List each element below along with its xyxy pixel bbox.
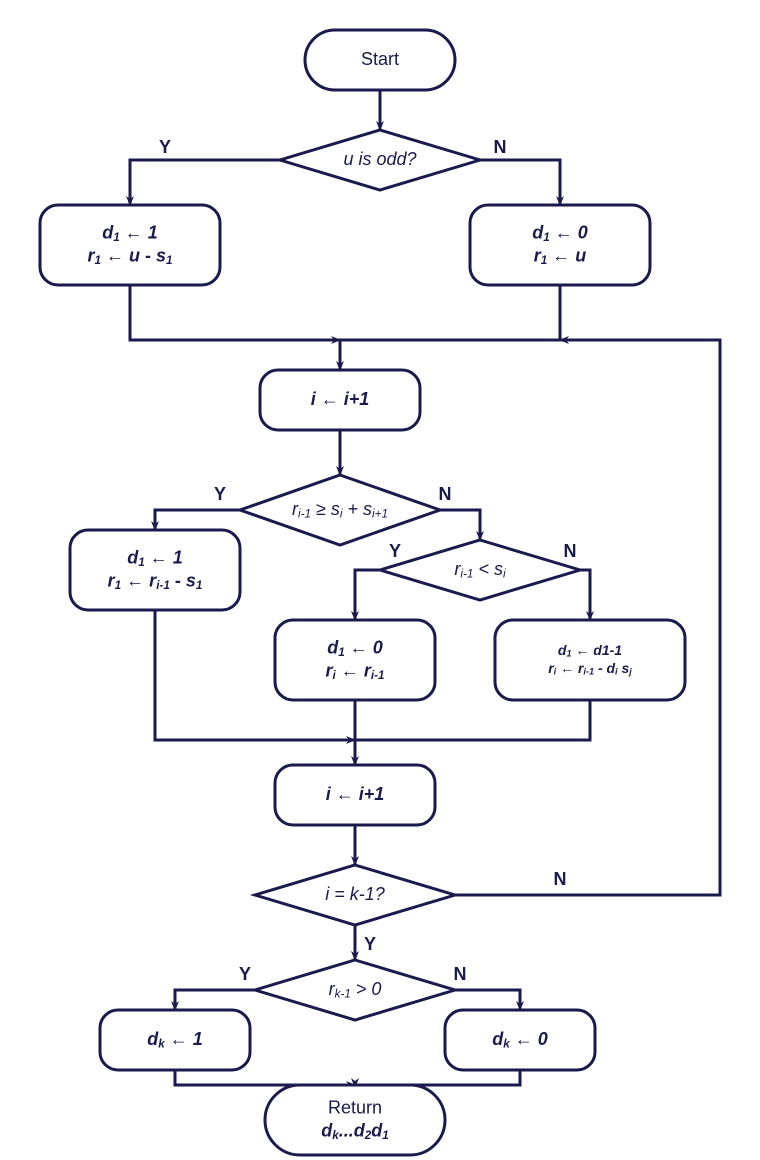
- edge-label-d1-b1y: Y: [159, 137, 171, 157]
- flowchart-diagram: Startu is odd?d1 ← 1r1 ← u - s1d1 ← 0r1 …: [0, 0, 760, 1160]
- edge-label-d3-b3n: N: [564, 541, 577, 561]
- node-text-start-0: Start: [361, 49, 399, 69]
- node-text-b5n-0: dk ← 0: [492, 1029, 548, 1051]
- edge-d5-b5n: [455, 990, 520, 1010]
- edge-label-d5-b5n: N: [454, 964, 467, 984]
- edge-d2-b2y: [155, 510, 240, 530]
- node-text-b1n-0: d1 ← 0: [532, 222, 588, 244]
- node-text-d1-0: u is odd?: [343, 149, 416, 169]
- node-text-inc2-0: i ← i+1: [326, 784, 385, 804]
- edge-d5-b5y: [175, 990, 255, 1010]
- edge-d3-b3y: [355, 570, 380, 620]
- node-text-return-0: Return: [328, 1097, 382, 1117]
- edge-label-d2-b2y: Y: [214, 484, 226, 504]
- node-text-b2y-1: r1 ← ri-1 - s1: [108, 570, 203, 592]
- edge-d2-d3: [440, 510, 480, 540]
- edge-d4-loop: [455, 340, 720, 895]
- node-text-b2y-0: d1 ← 1: [127, 547, 183, 569]
- edge-label-d4-loop: N: [554, 869, 567, 889]
- edge-b5y-merge3: [175, 1070, 355, 1085]
- nodes: Startu is odd?d1 ← 1r1 ← u - s1d1 ← 0r1 …: [40, 30, 685, 1155]
- node-text-d4-0: i = k-1?: [325, 884, 385, 904]
- edge-label-d1-b1n: N: [494, 137, 507, 157]
- edge-b1y-merge1: [130, 285, 340, 340]
- edge-b1n-merge1: [340, 285, 560, 340]
- edge-label-d3-b3y: Y: [389, 541, 401, 561]
- node-b3n: [495, 620, 685, 700]
- edge-b5n-merge3: [355, 1070, 520, 1085]
- edge-d3-b3n: [580, 570, 590, 620]
- node-text-b1y-0: d1 ← 1: [102, 222, 158, 244]
- node-text-return-1: dk...d2d1: [321, 1120, 389, 1142]
- edge-d1-b1y: [130, 160, 280, 205]
- edge-b3n-merge2: [355, 700, 590, 740]
- node-text-b3y-0: d1 ← 0: [327, 637, 383, 659]
- node-text-inc1-0: i ← i+1: [311, 389, 370, 409]
- node-text-b5y-0: dk ← 1: [147, 1029, 203, 1051]
- edge-label-d5-b5y: Y: [239, 964, 251, 984]
- node-text-b1y-1: r1 ← u - s1: [87, 245, 172, 267]
- edge-label-d2-d3: N: [439, 484, 452, 504]
- edge-label-d4-d5: Y: [364, 934, 376, 954]
- edge-d1-b1n: [480, 160, 560, 205]
